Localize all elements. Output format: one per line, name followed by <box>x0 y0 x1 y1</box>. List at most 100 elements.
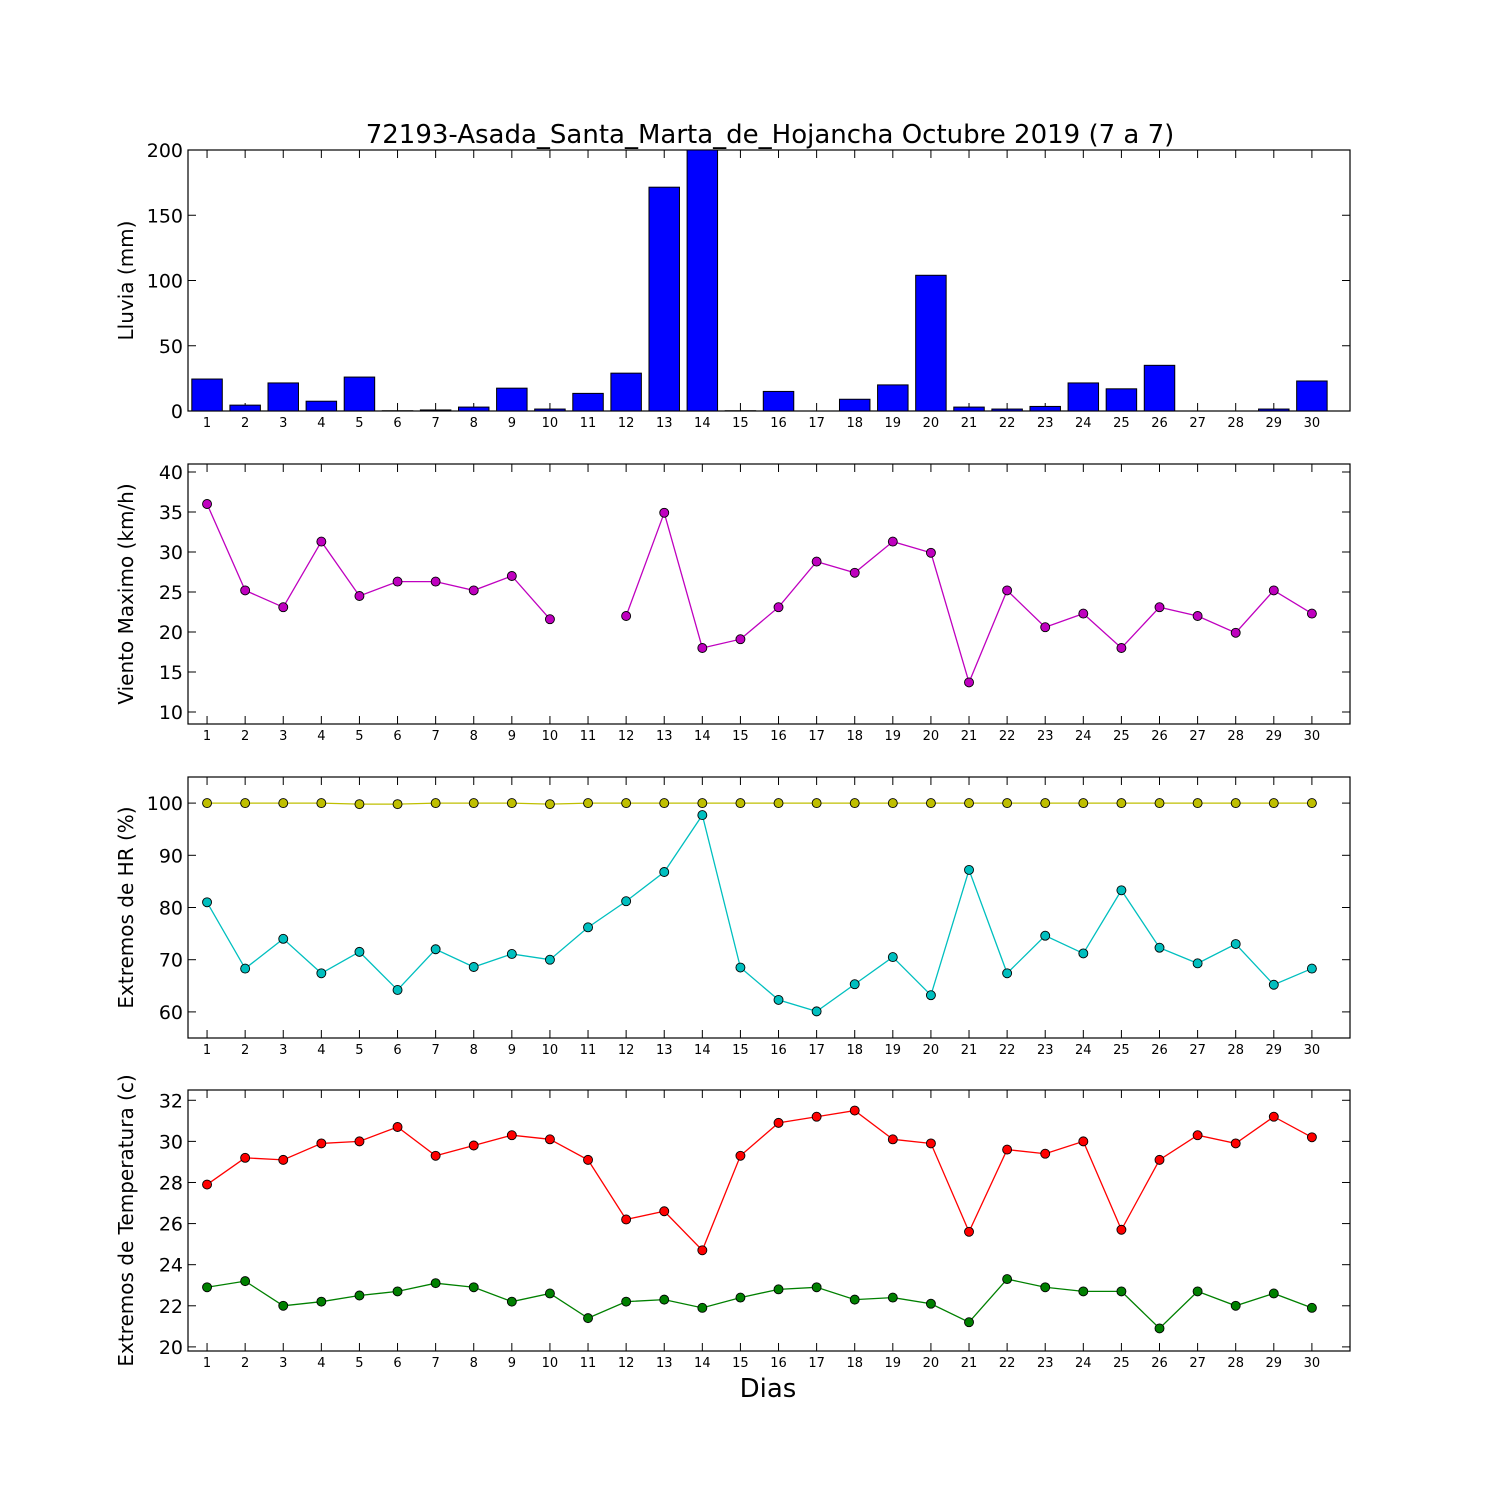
y-tick-label: 10 <box>159 702 183 724</box>
data-point <box>964 677 974 688</box>
x-tick-label: 25 <box>1113 416 1130 431</box>
data-point <box>849 1105 860 1116</box>
x-tick-label: 10 <box>542 416 559 431</box>
y-tick-label: 30 <box>159 1131 183 1153</box>
x-tick-label: 5 <box>355 416 363 431</box>
data-point <box>1116 798 1127 809</box>
rain-bar <box>229 404 261 412</box>
x-tick-label: 27 <box>1189 416 1206 431</box>
data-point <box>430 576 441 587</box>
x-tick-label: 15 <box>732 416 749 431</box>
y-tick-label: 24 <box>159 1255 183 1277</box>
data-point <box>506 571 517 581</box>
data-point <box>1192 1286 1203 1297</box>
data-point <box>1192 958 1203 969</box>
x-tick-label: 13 <box>656 729 673 744</box>
data-point <box>1192 798 1203 809</box>
data-point <box>278 1300 289 1311</box>
x-tick-label: 6 <box>393 1356 401 1371</box>
data-point <box>240 1276 251 1287</box>
x-tick-label: 14 <box>694 416 711 431</box>
data-point <box>1268 1288 1279 1299</box>
data-point <box>773 798 784 809</box>
data-point <box>1040 1148 1051 1159</box>
x-tick-label: 6 <box>393 1043 401 1058</box>
x-tick-label: 3 <box>279 729 287 744</box>
y-tick-label: 26 <box>159 1214 183 1236</box>
x-tick-label: 18 <box>846 416 863 431</box>
data-point <box>1002 1144 1013 1155</box>
data-point <box>773 602 784 613</box>
x-tick-label: 27 <box>1189 1356 1206 1371</box>
x-tick-label: 13 <box>656 416 673 431</box>
series-line-2 <box>206 813 1313 1013</box>
data-point <box>697 798 708 809</box>
data-point <box>1078 608 1089 619</box>
x-tick-label: 30 <box>1304 416 1321 431</box>
data-point <box>1268 1111 1279 1122</box>
y-tick-label: 90 <box>159 845 183 867</box>
data-point <box>811 556 822 567</box>
x-tick-label: 5 <box>355 1043 363 1058</box>
data-point <box>316 1138 327 1149</box>
data-point <box>925 990 936 1001</box>
x-tick-label: 7 <box>431 729 439 744</box>
x-tick-label: 28 <box>1227 1043 1244 1058</box>
x-tick-label: 14 <box>694 1356 711 1371</box>
y-tick-label: 150 <box>147 205 183 227</box>
data-point <box>278 602 289 613</box>
data-point <box>925 1298 936 1309</box>
x-tick-label: 30 <box>1304 1043 1321 1058</box>
data-point <box>354 799 365 810</box>
data-point <box>621 1296 632 1307</box>
data-point <box>392 799 403 810</box>
data-point <box>697 1245 708 1256</box>
rain-bar <box>838 398 871 412</box>
data-point <box>583 1313 593 1324</box>
data-point <box>1078 798 1089 809</box>
data-point <box>278 933 289 944</box>
data-point <box>544 1288 555 1299</box>
data-point <box>506 949 517 959</box>
data-point <box>887 1134 898 1145</box>
data-point <box>240 585 251 596</box>
data-point <box>659 798 670 809</box>
data-point <box>887 798 898 809</box>
x-tick-label: 1 <box>203 1043 211 1058</box>
x-tick-label: 9 <box>508 1043 516 1058</box>
x-tick-label: 9 <box>508 416 516 431</box>
x-tick-label: 1 <box>203 729 211 744</box>
x-tick-label: 8 <box>470 1356 478 1371</box>
x-tick-label: 5 <box>355 729 363 744</box>
data-point <box>278 798 289 809</box>
y-tick-label: 60 <box>159 1002 183 1024</box>
data-point <box>1002 1274 1013 1285</box>
x-tick-label: 23 <box>1037 1356 1054 1371</box>
x-tick-label: 3 <box>279 416 287 431</box>
x-tick-label: 6 <box>393 416 401 431</box>
data-point <box>1230 939 1241 949</box>
x-tick-label: 10 <box>542 1356 559 1371</box>
data-point <box>1040 622 1051 633</box>
x-tick-label: 4 <box>317 416 325 431</box>
x-tick-label: 19 <box>885 729 902 744</box>
data-point <box>1002 968 1013 979</box>
data-point <box>964 798 974 809</box>
data-point <box>468 798 479 809</box>
data-point <box>506 1296 517 1307</box>
data-point <box>392 985 403 995</box>
y-tick-label: 40 <box>159 462 183 484</box>
x-tick-label: 16 <box>770 416 787 431</box>
data-point <box>468 585 479 596</box>
x-tick-label: 12 <box>618 729 635 744</box>
y-tick-label: 200 <box>147 140 183 162</box>
x-tick-label: 11 <box>580 1043 597 1058</box>
x-tick-label: 2 <box>241 1043 249 1058</box>
data-point <box>1002 798 1013 809</box>
rain-bar <box>1143 364 1176 412</box>
